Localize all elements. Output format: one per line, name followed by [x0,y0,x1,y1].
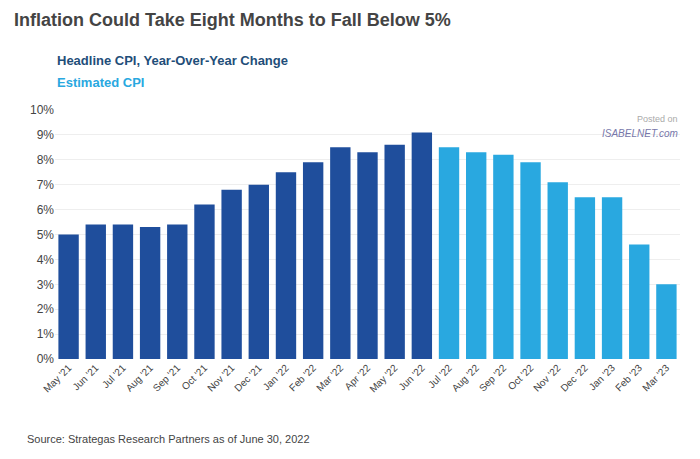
svg-text:Jan '23: Jan '23 [587,362,618,393]
svg-text:Source: Strategas Research Par: Source: Strategas Research Partners as o… [27,433,310,445]
svg-text:Sep '21: Sep '21 [151,362,183,394]
svg-text:Estimated CPI: Estimated CPI [57,75,144,90]
svg-text:Oct '21: Oct '21 [179,362,209,392]
svg-text:6%: 6% [37,203,55,217]
svg-text:Aug '21: Aug '21 [124,362,156,394]
svg-text:Jul '21: Jul '21 [100,362,128,390]
svg-text:Feb '22: Feb '22 [287,362,318,393]
svg-text:Nov '21: Nov '21 [205,362,237,394]
svg-text:Mar '23: Mar '23 [640,362,671,393]
svg-text:ISABELNET.com: ISABELNET.com [602,128,678,139]
svg-text:Nov '22: Nov '22 [531,362,563,394]
svg-text:Aug '22: Aug '22 [450,362,482,394]
svg-text:Headline CPI, Year-Over-Year C: Headline CPI, Year-Over-Year Change [57,53,288,68]
svg-text:Jul '22: Jul '22 [426,362,454,390]
svg-text:0%: 0% [37,352,55,366]
svg-text:May '22: May '22 [367,362,400,395]
svg-text:Feb '23: Feb '23 [613,362,644,393]
svg-text:3%: 3% [37,278,55,292]
svg-text:Jun '22: Jun '22 [396,362,427,393]
svg-text:10%: 10% [30,103,54,117]
svg-text:1%: 1% [37,327,55,341]
svg-text:Posted on: Posted on [637,114,678,124]
svg-text:Jan '22: Jan '22 [261,362,292,393]
svg-text:5%: 5% [37,228,55,242]
svg-text:Apr '22: Apr '22 [342,362,372,392]
svg-text:Dec '22: Dec '22 [558,362,590,394]
svg-text:Inflation Could Take Eight Mon: Inflation Could Take Eight Months to Fal… [14,10,451,30]
svg-text:Jun '21: Jun '21 [70,362,101,393]
svg-text:4%: 4% [37,253,55,267]
svg-text:Mar '22: Mar '22 [314,362,345,393]
svg-text:8%: 8% [37,153,55,167]
svg-text:Oct '22: Oct '22 [506,362,536,392]
svg-text:Dec '21: Dec '21 [232,362,264,394]
svg-text:9%: 9% [37,128,55,142]
svg-text:2%: 2% [37,302,55,316]
svg-text:May '21: May '21 [41,362,74,395]
svg-text:Sep '22: Sep '22 [477,362,509,394]
svg-text:7%: 7% [37,178,55,192]
